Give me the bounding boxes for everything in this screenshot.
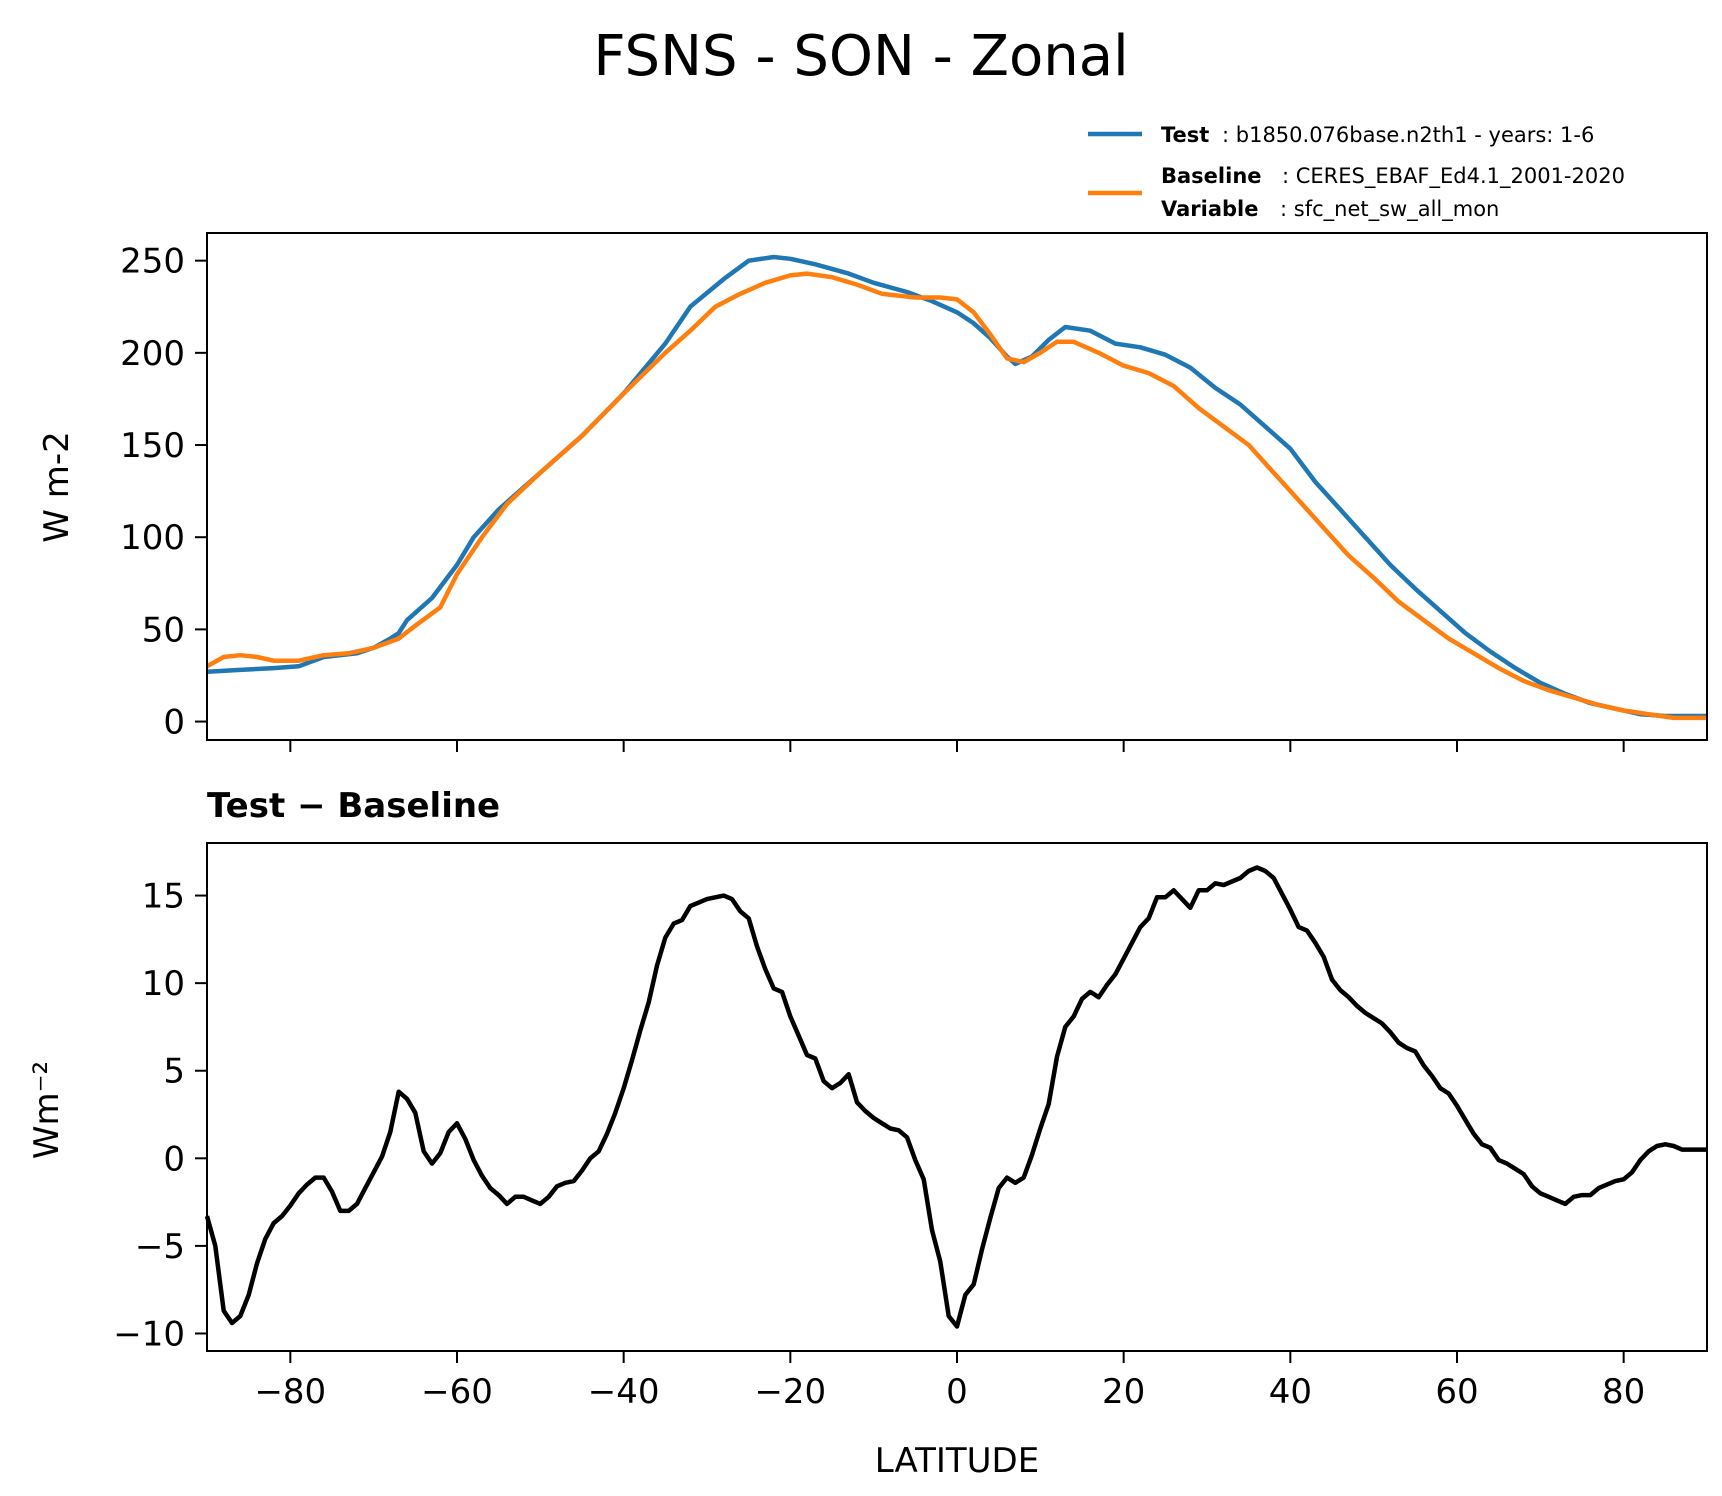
difference-x-tick-label: −20 [754, 1372, 826, 1412]
zonal-mean-y-tick-label: 250 [120, 242, 185, 282]
zonal-mean-panel: 0 50 100 150 200 250 W m-2 [37, 232, 1708, 752]
difference-x-tick-label: 20 [1102, 1372, 1145, 1412]
difference-panel: Test − Baseline −10 −5 0 5 10 15 −80 −60 −40 −20… [27, 786, 1708, 1481]
difference-y-ticks: −10 −5 0 5 10 15 [113, 877, 207, 1354]
legend-key-variable: Variable [1161, 197, 1258, 221]
difference-x-tick-label: 40 [1269, 1372, 1312, 1412]
difference-x-tick-label: −80 [254, 1372, 326, 1412]
zonal-mean-y-tick-label: 200 [120, 334, 185, 374]
zonal-mean-y-tick-label: 150 [120, 426, 185, 466]
zonal-mean-series [205, 254, 1707, 721]
legend-key-test: Test [1161, 123, 1209, 147]
difference-x-tick-label: 0 [946, 1372, 968, 1412]
difference-y-tick-label: −5 [135, 1227, 185, 1267]
zonal-mean-y-tick-label: 100 [120, 518, 185, 558]
difference-y-axis-label: Wm⁻² [27, 1061, 67, 1159]
legend-key-baseline: Baseline [1161, 164, 1262, 188]
difference-y-tick-label: 15 [142, 877, 185, 917]
difference-series [204, 865, 1707, 1329]
zonal-mean-line-baseline [205, 271, 1707, 721]
legend: Test : b1850.076base.n2th1 - years: 1-6 … [1088, 123, 1625, 222]
legend-text-variable: : sfc_net_sw_all_mon [1280, 197, 1499, 222]
difference-line-series-0 [204, 865, 1707, 1329]
difference-x-tick-label: −40 [588, 1372, 660, 1412]
difference-x-ticks: −80 −60 −40 −20 0 20 40 60 80 [254, 1351, 1645, 1412]
legend-text-test: : b1850.076base.n2th1 - years: 1-6 [1222, 123, 1594, 147]
zonal-mean-y-tick-label: 50 [142, 610, 185, 650]
difference-y-tick-label: 10 [142, 964, 185, 1004]
difference-x-tick-label: 80 [1602, 1372, 1645, 1412]
difference-y-tick-label: −10 [113, 1314, 185, 1354]
figure-title: FSNS - SON - Zonal [593, 24, 1128, 89]
difference-y-tick-label: 0 [163, 1139, 185, 1179]
difference-panel-title: Test − Baseline [207, 786, 500, 826]
legend-text-baseline: : CERES_EBAF_Ed4.1_2001-2020 [1282, 164, 1625, 189]
difference-x-tick-label: −60 [421, 1372, 493, 1412]
difference-x-tick-label: 60 [1435, 1372, 1478, 1412]
zonal-mean-y-axis-label: W m-2 [37, 431, 77, 542]
x-axis-label: LATITUDE [875, 1441, 1039, 1481]
difference-y-tick-label: 5 [163, 1052, 185, 1092]
zonal-mean-y-ticks: 0 50 100 150 200 250 [120, 242, 207, 743]
zonal-mean-y-tick-label: 0 [163, 703, 185, 743]
zonal-mean-x-ticks [289, 740, 1625, 752]
